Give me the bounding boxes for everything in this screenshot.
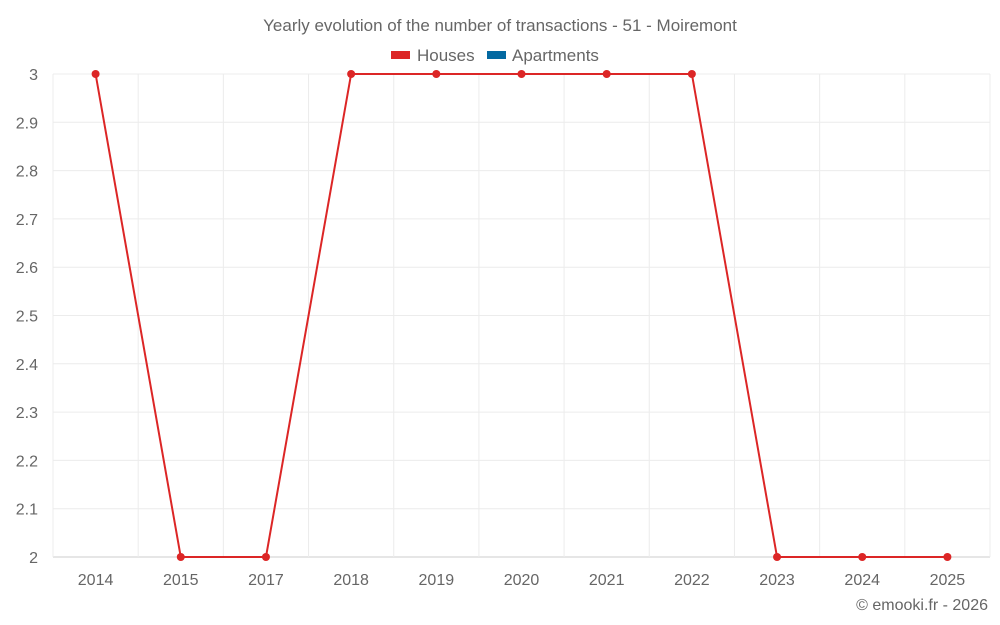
- x-tick-label: 2025: [930, 572, 966, 589]
- legend-houses[interactable]: Houses: [417, 46, 475, 65]
- data-point: [773, 553, 782, 561]
- data-point: [687, 70, 696, 78]
- data-point: [432, 70, 441, 78]
- data-point: [91, 70, 100, 78]
- data-point: [602, 70, 611, 78]
- x-tick-label: 2015: [163, 572, 199, 589]
- y-tick-label: 3: [29, 67, 38, 84]
- data-point: [858, 553, 867, 561]
- legend-swatch-houses: [391, 51, 410, 59]
- x-tick-label: 2017: [248, 572, 284, 589]
- x-tick-label: 2020: [504, 572, 540, 589]
- y-tick-label: 2.9: [16, 115, 38, 132]
- x-tick-label: 2023: [759, 572, 795, 589]
- y-tick-label: 2.2: [16, 453, 38, 470]
- y-tick-label: 2.3: [16, 405, 38, 422]
- x-tick-label: 2018: [333, 572, 369, 589]
- data-point: [261, 553, 270, 561]
- x-tick-label: 2022: [674, 572, 710, 589]
- y-tick-label: 2.7: [16, 212, 38, 229]
- y-tick-label: 2.6: [16, 260, 38, 277]
- x-tick-label: 2019: [419, 572, 455, 589]
- legend-apartments[interactable]: Apartments: [512, 46, 599, 65]
- legend-swatch-apartments: [487, 51, 506, 59]
- footer-credit: © emooki.fr - 2026: [856, 597, 988, 614]
- y-tick-label: 2.5: [16, 309, 38, 326]
- data-point: [517, 70, 526, 78]
- y-tick-label: 2.1: [16, 502, 38, 519]
- y-tick-label: 2.8: [16, 164, 38, 181]
- x-tick-label: 2014: [78, 572, 114, 589]
- x-tick-label: 2021: [589, 572, 625, 589]
- y-tick-label: 2: [29, 550, 38, 567]
- x-tick-label: 2024: [844, 572, 880, 589]
- chart-title: Yearly evolution of the number of transa…: [263, 16, 737, 35]
- y-tick-label: 2.4: [16, 357, 38, 374]
- data-point: [943, 553, 952, 561]
- data-point: [176, 553, 185, 561]
- legend: Houses Apartments: [391, 46, 599, 65]
- data-point: [347, 70, 356, 78]
